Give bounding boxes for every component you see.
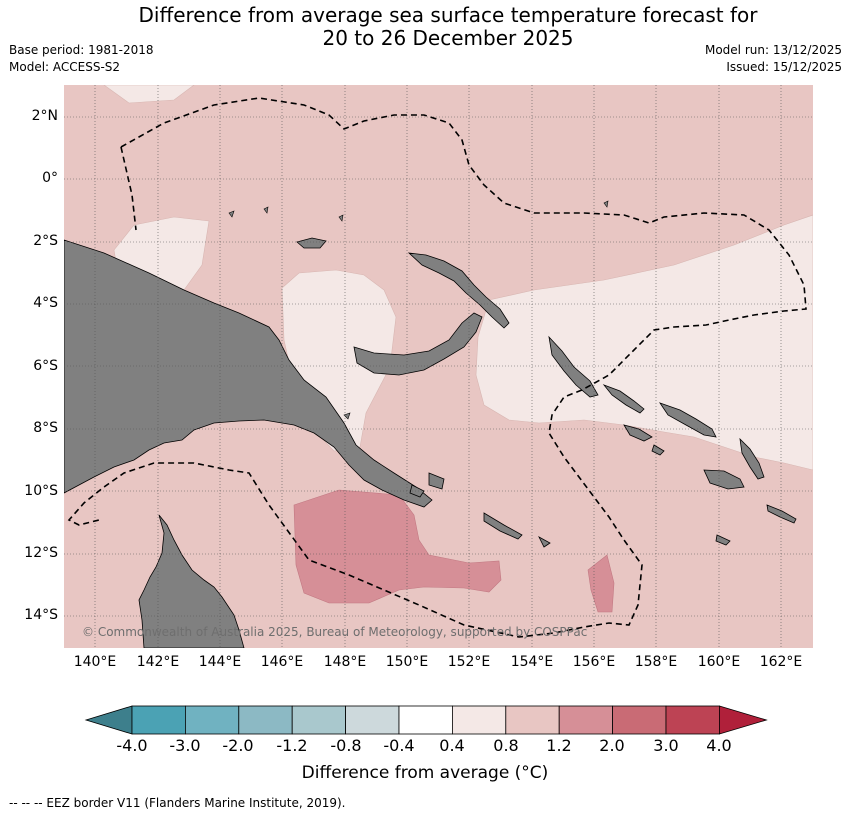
- colorbar-cell: [184, 705, 240, 735]
- choiseul-island: [602, 384, 645, 414]
- lon-label-150e: 150°E: [385, 654, 429, 670]
- santa-isabel-island: [659, 402, 717, 438]
- colorbar-cell: [291, 705, 347, 735]
- colorbar-tick: -2.0: [222, 736, 254, 755]
- eez-border-north-loop: [120, 146, 137, 231]
- map-title: Difference from average sea surface temp…: [0, 4, 850, 50]
- cape-york-australia: [138, 514, 245, 648]
- colorbar-tick: 0.4: [439, 736, 465, 755]
- model-run: Model run: 13/12/2025: [704, 43, 842, 57]
- colorbar-cell: [558, 705, 614, 735]
- lon-label-160e: 160°E: [697, 654, 741, 670]
- small-islets: [228, 200, 609, 420]
- lon-label-158e: 158°E: [634, 654, 678, 670]
- issued-date: Issued: 15/12/2025: [726, 60, 842, 74]
- manus-island: [296, 237, 327, 249]
- anomaly-band-1.2-2.0-coral-sea: [293, 489, 502, 604]
- colorbar-tick: 4.0: [706, 736, 732, 755]
- metadata-right: Model run: 13/12/2025 Issued: 15/12/2025: [705, 42, 842, 76]
- lon-label-146e: 146°E: [260, 654, 304, 670]
- colorbar-cell: [345, 705, 400, 735]
- anomaly-band-1.2-2.0-east: [587, 554, 615, 613]
- copyright-notice: © Commonwealth of Australia 2025, Bureau…: [82, 625, 588, 639]
- colorbar-tick: -1.2: [276, 736, 308, 755]
- colorbar-cell: [451, 705, 507, 735]
- colorbar-cell: [612, 705, 667, 735]
- colorbar-arrow-low: [84, 705, 133, 735]
- lon-label-162e: 162°E: [759, 654, 803, 670]
- makira-island: [766, 504, 797, 524]
- lat-label-4s: 4°S: [33, 295, 58, 311]
- eez-border-png: [67, 97, 807, 638]
- map-panel: [64, 85, 813, 648]
- colorbar-tick: 2.0: [599, 736, 625, 755]
- colorbar-cell: [238, 705, 293, 735]
- lat-label-6s: 6°S: [33, 358, 58, 374]
- lon-label-142e: 142°E: [136, 654, 180, 670]
- colorbar-cells: [84, 705, 768, 735]
- lat-label-10s: 10°S: [24, 483, 58, 499]
- anomaly-band-0.4-0.8-north: [103, 85, 195, 104]
- lon-label-148e: 148°E: [323, 654, 367, 670]
- lat-label-12s: 12°S: [24, 545, 58, 561]
- lon-label-156e: 156°E: [572, 654, 616, 670]
- colorbar-label: Difference from average (°C): [301, 763, 549, 783]
- model-name: Model: ACCESS-S2: [9, 60, 121, 74]
- base-period: Base period: 1981-2018: [9, 43, 154, 57]
- new-ireland-island: [407, 252, 510, 329]
- louisiade-islands: [483, 512, 551, 548]
- new-georgia-islands: [623, 424, 665, 456]
- colorbar-tick: -0.4: [383, 736, 415, 755]
- colorbar-tick: -0.8: [330, 736, 362, 755]
- sst-anomaly-map: [64, 85, 813, 648]
- lon-label-152e: 152°E: [447, 654, 491, 670]
- bougainville-island: [548, 335, 599, 398]
- colorbar-tick: -4.0: [116, 736, 148, 755]
- colorbar-cell: [131, 705, 186, 735]
- eez-legend-note: -- -- -- EEZ border V11 (Flanders Marine…: [9, 796, 346, 810]
- lat-label-2n: 2°N: [31, 108, 58, 124]
- anomaly-band-0.4-0.8-east: [475, 214, 813, 471]
- metadata-left: Base period: 1981-2018 Model: ACCESS-S2: [9, 42, 154, 76]
- malaita-island: [739, 437, 765, 480]
- guadalcanal-island: [703, 469, 745, 490]
- colorbar-cell: [505, 705, 560, 735]
- lat-label-0: 0°: [42, 170, 58, 186]
- colorbar-cell: [665, 705, 720, 735]
- lon-label-154e: 154°E: [510, 654, 554, 670]
- lon-label-140e: 140°E: [73, 654, 117, 670]
- new-britain-island: [353, 312, 483, 376]
- lat-label-14s: 14°S: [24, 607, 58, 623]
- title-line-2: 20 to 26 December 2025: [322, 26, 574, 50]
- colorbar-tick: 0.8: [493, 736, 519, 755]
- colorbar: [84, 705, 768, 735]
- title-line-1: Difference from average sea surface temp…: [138, 3, 758, 27]
- colorbar-cell: [398, 705, 453, 735]
- colorbar-tick: 3.0: [653, 736, 679, 755]
- lon-label-144e: 144°E: [198, 654, 242, 670]
- new-guinea-island: [64, 239, 433, 508]
- colorbar-tick: -3.0: [169, 736, 201, 755]
- rennell-island: [715, 534, 731, 546]
- lat-label-8s: 8°S: [33, 420, 58, 436]
- graticule: [64, 85, 813, 648]
- lat-label-2s: 2°S: [33, 233, 58, 249]
- colorbar-arrow-high: [719, 705, 768, 735]
- colorbar-tick: 1.2: [546, 736, 572, 755]
